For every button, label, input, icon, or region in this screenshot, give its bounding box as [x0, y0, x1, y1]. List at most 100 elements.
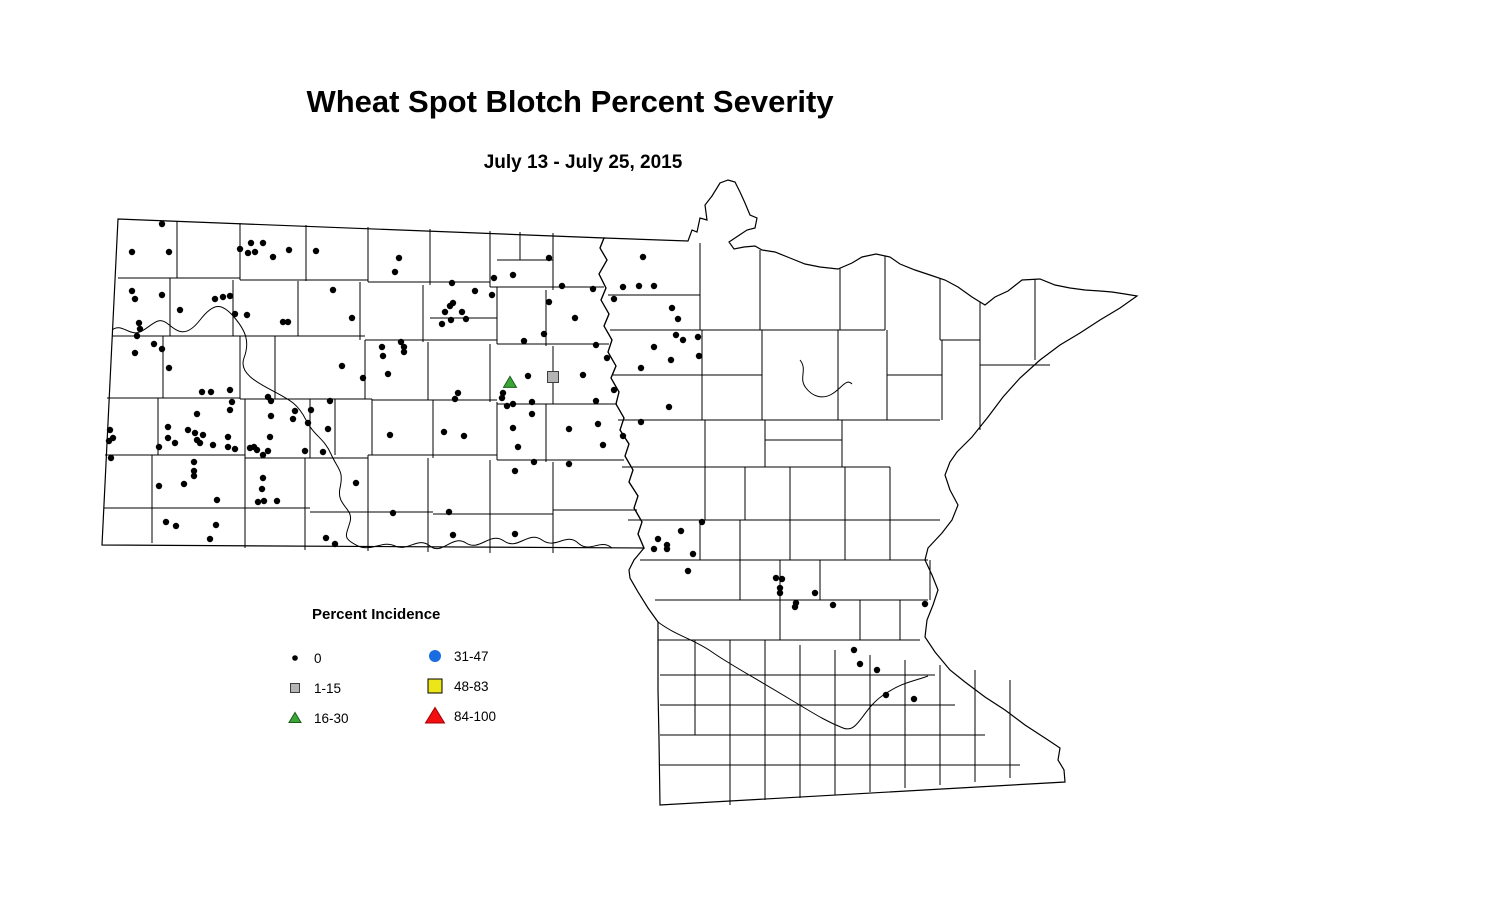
- legend-item-5: 84-100: [423, 706, 496, 726]
- observation-dot: [488, 291, 496, 299]
- observation-dot: [322, 534, 330, 542]
- observation-dot: [776, 589, 784, 597]
- observation-dot: [193, 410, 201, 418]
- observation-dot: [637, 418, 645, 426]
- observation-dot: [910, 695, 918, 703]
- observation-dot: [619, 432, 627, 440]
- legend-title: Percent Incidence: [312, 606, 441, 623]
- observation-dot: [285, 246, 293, 254]
- observation-dot: [324, 425, 332, 433]
- legend-label-0: 0: [314, 650, 322, 666]
- legend-label-3: 31-47: [454, 648, 489, 664]
- legend-item-3: 31-47: [423, 646, 489, 666]
- date-range-subtitle: July 13 - July 25, 2015: [483, 152, 683, 173]
- observation-dot: [599, 441, 607, 449]
- observation-dot: [199, 431, 207, 439]
- yellow-square-icon: [427, 678, 443, 694]
- observation-dot: [258, 485, 266, 493]
- observation-dot: [165, 364, 173, 372]
- legend-label-1: 1-15: [314, 680, 342, 696]
- minnesota-outline: [598, 179, 1139, 806]
- observation-dot: [856, 660, 864, 668]
- observation-dot: [850, 646, 858, 654]
- observation-dot: [672, 331, 680, 339]
- observation-dot: [231, 445, 239, 453]
- county-boundaries-mn: [608, 243, 1050, 805]
- observation-dot: [684, 567, 692, 575]
- observation-dot: [247, 239, 255, 247]
- observation-dot: [511, 467, 519, 475]
- observation-dot: [524, 372, 532, 380]
- observation-dot: [665, 403, 673, 411]
- observation-dot: [449, 299, 457, 307]
- observation-dot: [829, 601, 837, 609]
- observation-dot: [206, 535, 214, 543]
- observation-dot: [184, 426, 192, 434]
- observation-dot: [224, 443, 232, 451]
- observation-dot: [378, 343, 386, 351]
- observation-dot: [190, 458, 198, 466]
- observation-dot: [209, 441, 217, 449]
- observation-dot: [386, 431, 394, 439]
- observation-dot: [441, 308, 449, 316]
- observation-dot: [158, 345, 166, 353]
- observation-dot: [176, 306, 184, 314]
- observation-dot: [231, 310, 239, 318]
- observation-dot: [594, 420, 602, 428]
- observation-dot: [530, 458, 538, 466]
- observation-dot: [196, 439, 204, 447]
- observation-dot: [198, 388, 206, 396]
- observation-dot: [689, 550, 697, 558]
- observation-dot: [338, 362, 346, 370]
- observation-dot: [921, 600, 929, 608]
- observation-dot: [565, 425, 573, 433]
- observation-dot: [384, 370, 392, 378]
- observation-dot: [589, 285, 597, 293]
- observation-dot: [663, 545, 671, 553]
- observation-dot: [772, 574, 780, 582]
- observation-dot: [635, 282, 643, 290]
- observation-dot: [882, 691, 890, 699]
- observation-dot: [471, 287, 479, 295]
- observation-dot: [128, 248, 136, 256]
- legend-label-4: 48-83: [454, 678, 489, 694]
- observation-dot: [162, 518, 170, 526]
- observation-dot: [650, 545, 658, 553]
- observation-dot: [213, 496, 221, 504]
- observation-dot: [650, 343, 658, 351]
- observation-dot: [135, 319, 143, 327]
- dot-icon: [292, 655, 298, 661]
- observation-dot: [540, 330, 548, 338]
- observation-dot: [460, 432, 468, 440]
- observation-dot: [165, 248, 173, 256]
- observation-dot: [545, 254, 553, 262]
- observation-dot: [448, 279, 456, 287]
- observation-dot: [312, 247, 320, 255]
- observation-dot: [155, 443, 163, 451]
- observation-dot: [219, 293, 227, 301]
- observation-dot: [639, 253, 647, 261]
- observation-dot: [395, 254, 403, 262]
- observation-dots-layer: [105, 220, 929, 703]
- observation-dot: [171, 439, 179, 447]
- observation-dot: [445, 508, 453, 516]
- observation-dot: [811, 589, 819, 597]
- observation-dot: [579, 371, 587, 379]
- legend-item-4: 48-83: [423, 676, 489, 696]
- observation-dot: [260, 497, 268, 505]
- observation-dot: [273, 497, 281, 505]
- observation-dot: [105, 437, 113, 445]
- observation-dot: [226, 406, 234, 414]
- observation-dot: [545, 298, 553, 306]
- observation-dot: [667, 356, 675, 364]
- legend-item-1: 1-15: [283, 678, 341, 698]
- green-triangle-marker: [502, 375, 518, 388]
- observation-dot: [610, 386, 618, 394]
- observation-dot: [172, 522, 180, 530]
- observation-dot: [259, 451, 267, 459]
- legend-label-2: 16-30: [314, 710, 349, 726]
- observation-dot: [379, 352, 387, 360]
- observation-dot: [791, 603, 799, 611]
